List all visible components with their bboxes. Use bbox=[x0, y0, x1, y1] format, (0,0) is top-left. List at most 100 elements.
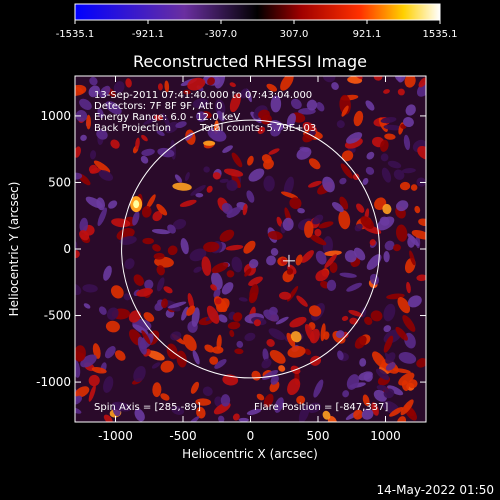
image-blob bbox=[298, 404, 310, 422]
image-blob bbox=[335, 330, 345, 339]
image-blob bbox=[153, 114, 163, 121]
image-blob bbox=[308, 180, 322, 188]
image-blob bbox=[75, 146, 81, 158]
annotation-energy: Energy Range: 6.0 - 12.0 keV bbox=[94, 112, 240, 123]
image-blob bbox=[96, 129, 108, 140]
image-blob bbox=[143, 312, 155, 322]
image-blob bbox=[226, 179, 238, 191]
image-blob bbox=[385, 362, 396, 371]
image-blob bbox=[188, 416, 200, 422]
image-blob bbox=[203, 140, 216, 146]
image-blob bbox=[393, 244, 401, 252]
image-blob bbox=[140, 155, 149, 164]
image-blob bbox=[83, 303, 91, 309]
image-blob bbox=[266, 338, 275, 347]
image-blob bbox=[248, 259, 259, 269]
image-blob bbox=[400, 399, 414, 416]
y-tick-label: 0 bbox=[63, 242, 71, 256]
image-blob bbox=[236, 340, 244, 348]
image-blob bbox=[342, 390, 350, 398]
image-blob bbox=[344, 250, 357, 263]
image-blob bbox=[141, 134, 148, 142]
image-blob bbox=[146, 350, 165, 361]
x-axis-label: Heliocentric X (arcsec) bbox=[182, 447, 318, 461]
image-blob bbox=[190, 185, 206, 196]
image-blob bbox=[406, 281, 411, 294]
image-blob bbox=[184, 171, 190, 182]
image-blob bbox=[229, 82, 236, 88]
image-blob bbox=[329, 262, 338, 274]
image-blob bbox=[263, 393, 274, 408]
image-blob bbox=[387, 160, 402, 169]
image-blob bbox=[326, 279, 337, 291]
colorbar-tick-label: -307.0 bbox=[205, 29, 237, 40]
colorbar bbox=[74, 3, 441, 21]
image-blob bbox=[337, 350, 344, 361]
image-blob bbox=[86, 114, 91, 130]
image-blob bbox=[231, 256, 243, 273]
image-blob bbox=[75, 358, 81, 378]
image-blob bbox=[156, 265, 165, 276]
image-blob bbox=[306, 402, 321, 413]
image-blob bbox=[141, 330, 151, 345]
image-blob bbox=[366, 254, 382, 270]
image-blob bbox=[270, 248, 279, 256]
image-blob bbox=[353, 110, 364, 127]
image-blob bbox=[202, 386, 213, 397]
image-blob bbox=[248, 292, 258, 304]
image-blob bbox=[322, 176, 335, 193]
image-blob bbox=[141, 205, 152, 218]
x-tick-label: 0 bbox=[247, 429, 255, 443]
image-blob bbox=[96, 197, 106, 211]
image-blob bbox=[266, 255, 276, 266]
image-blob bbox=[223, 168, 244, 177]
image-blob bbox=[362, 177, 369, 185]
image-blob bbox=[396, 200, 409, 212]
image-blob bbox=[111, 218, 131, 228]
image-blob bbox=[397, 76, 406, 83]
image-blob bbox=[160, 360, 174, 373]
y-axis: -1000 -500 0 500 1000 bbox=[36, 109, 426, 389]
image-blob bbox=[79, 98, 92, 110]
image-blob bbox=[168, 301, 187, 309]
x-tick-label: 500 bbox=[307, 429, 330, 443]
image-blob bbox=[229, 93, 241, 113]
image-blob bbox=[89, 150, 97, 160]
image-blob bbox=[304, 220, 314, 238]
image-blob bbox=[353, 409, 364, 420]
image-blob bbox=[407, 233, 420, 247]
image-blob bbox=[206, 305, 220, 324]
image-blob bbox=[114, 350, 126, 361]
image-blob bbox=[157, 83, 163, 91]
image-blob bbox=[286, 113, 296, 128]
image-blob bbox=[323, 250, 342, 256]
image-blob bbox=[219, 229, 235, 242]
image-blob bbox=[354, 223, 363, 232]
colorbar-tick-label: -921.1 bbox=[132, 29, 164, 40]
image-blob bbox=[276, 216, 283, 227]
image-blob bbox=[370, 310, 383, 322]
image-blob bbox=[313, 379, 324, 398]
image-blob bbox=[215, 298, 222, 305]
image-blob bbox=[211, 262, 229, 274]
image-blob bbox=[385, 352, 396, 364]
image-blob bbox=[315, 269, 329, 282]
image-blob bbox=[380, 153, 389, 162]
image-blob bbox=[98, 306, 107, 315]
image-blob bbox=[214, 396, 223, 407]
colorbar-tick-label: -1535.1 bbox=[56, 29, 95, 40]
image-blob bbox=[383, 325, 392, 333]
image-blob bbox=[290, 331, 302, 343]
image-blob bbox=[82, 284, 98, 293]
image-blob bbox=[348, 309, 363, 317]
image-blob bbox=[79, 230, 90, 241]
image-blob bbox=[340, 163, 353, 179]
image-blob bbox=[352, 173, 360, 180]
image-blob bbox=[407, 295, 422, 308]
image-blob bbox=[193, 266, 202, 273]
image-blob bbox=[383, 303, 396, 322]
colorbar-ticks: -1535.1 -921.1 -307.0 307.0 921.1 1535.1 bbox=[56, 20, 458, 40]
image-blob bbox=[216, 334, 222, 351]
image-blob bbox=[79, 217, 89, 233]
image-blob bbox=[141, 148, 155, 156]
